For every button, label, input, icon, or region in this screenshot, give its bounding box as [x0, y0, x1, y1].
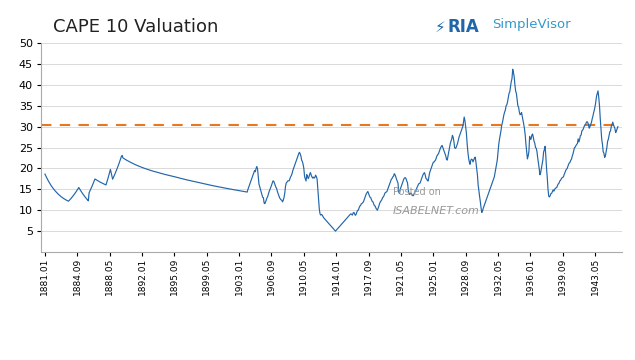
Text: Posted on: Posted on [393, 188, 441, 198]
Text: ISABELNET.com: ISABELNET.com [393, 206, 479, 216]
Text: CAPE 10 Valuation: CAPE 10 Valuation [53, 18, 218, 36]
Text: SimpleVisor: SimpleVisor [492, 18, 571, 31]
Text: ⚡: ⚡ [435, 20, 446, 35]
Text: RIA: RIA [448, 18, 479, 36]
